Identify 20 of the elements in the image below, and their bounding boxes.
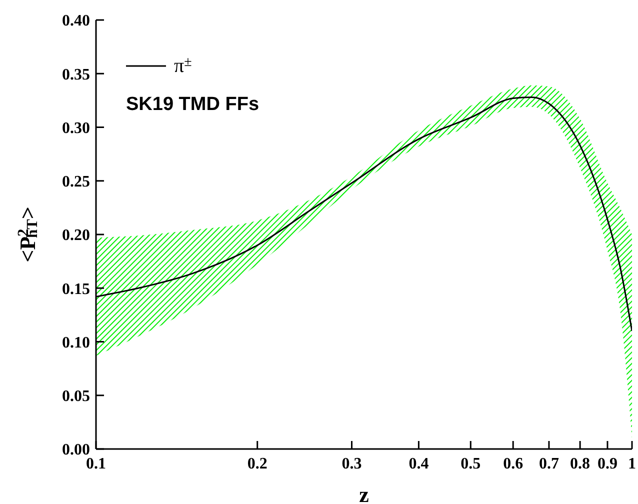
y-tick-label: 0.10 — [62, 334, 90, 352]
x-tick-label: 0.7 — [538, 455, 559, 472]
x-tick-label: 0.2 — [247, 455, 268, 472]
x-tick-label: 0.9 — [597, 455, 618, 472]
y-tick-label: 0.30 — [62, 120, 90, 137]
x-tick-label: 0.8 — [570, 455, 590, 472]
x-tick-label: 0.3 — [342, 455, 362, 472]
x-tick-label: 1 — [628, 455, 636, 472]
y-tick-label: 0.35 — [62, 66, 90, 84]
y-tick-label: 0.20 — [62, 227, 90, 244]
annotation: SK19 TMD FFs — [126, 94, 260, 115]
y-tick-label: 0.40 — [62, 12, 90, 30]
y-tick-label: 0.25 — [62, 174, 90, 191]
x-axis-title: z — [359, 482, 370, 504]
x-tick-label: 0.6 — [503, 455, 524, 472]
legend-label: π$^{±}$ — [174, 55, 192, 77]
y-tick-label: 0.15 — [62, 280, 90, 298]
y-tick-label: 0.05 — [62, 388, 90, 406]
x-tick-label: 0.5 — [460, 455, 481, 472]
x-tick-label: 0.4 — [408, 455, 429, 472]
